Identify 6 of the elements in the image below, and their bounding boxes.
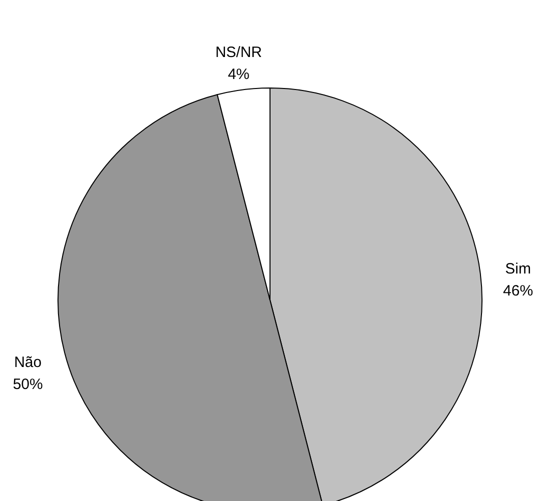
slice-label: Sim (505, 260, 531, 278)
data-label: 4% (228, 66, 250, 83)
slice-label: NS/NR (215, 44, 262, 61)
data-label: 46% (503, 282, 534, 300)
slice-label: Não (14, 354, 42, 372)
data-label: 50% (12, 376, 43, 394)
